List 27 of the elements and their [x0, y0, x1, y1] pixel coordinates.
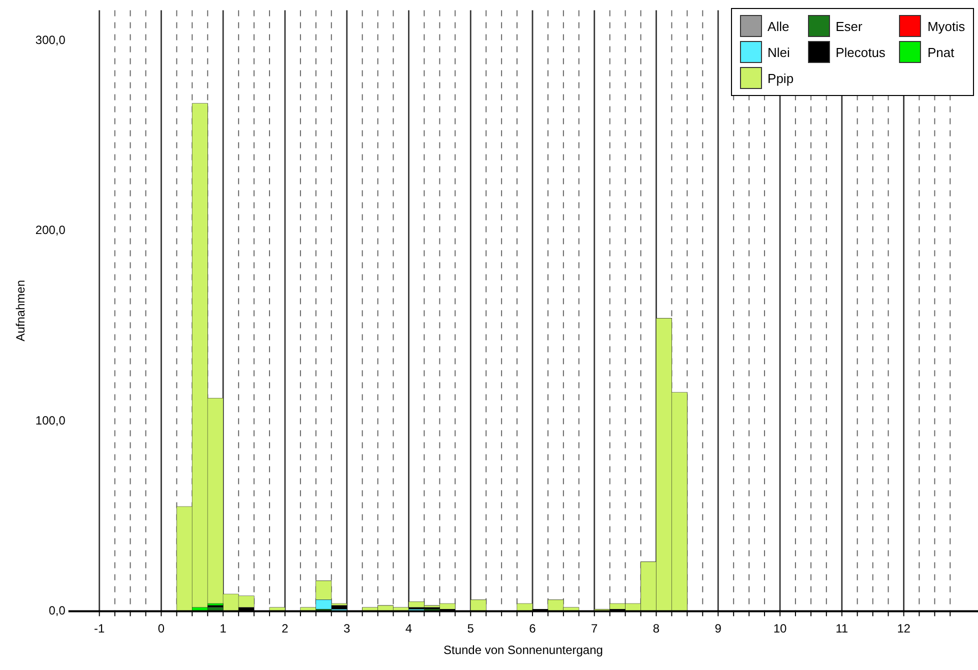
legend-label: Pnat: [927, 44, 954, 60]
x-axis-title: Stunde von Sonnenuntergang: [443, 643, 603, 658]
y-axis-title: Aufnahmen: [14, 280, 28, 342]
x-tick-label: 9: [714, 622, 722, 636]
x-tick-label: 10: [773, 622, 787, 636]
legend-label: Eser: [836, 18, 862, 34]
y-tick-label: 0,0: [48, 604, 66, 618]
x-tick-label: -1: [94, 622, 106, 636]
y-tick-label: 100,0: [35, 413, 66, 428]
x-tick-label: 8: [652, 622, 660, 636]
x-tick-label: 3: [344, 622, 351, 636]
x-tick-label: 2: [282, 622, 289, 636]
x-tick-label: 4: [405, 622, 412, 636]
legend-label: Ppip: [768, 70, 794, 86]
legend-label: Alle: [768, 18, 790, 34]
x-tick-label: 5: [467, 622, 474, 636]
x-tick-label: 1: [220, 622, 227, 636]
y-tick-label: 200,0: [35, 223, 66, 238]
legend-label: Nlei: [768, 44, 790, 60]
legend-label: Myotis: [927, 18, 965, 34]
x-tick-label: 7: [591, 622, 598, 636]
y-tick-label: 300,0: [35, 32, 66, 47]
x-tick-label: 12: [897, 622, 911, 636]
x-tick-label: 11: [836, 622, 848, 636]
legend-label: Plecotus: [836, 44, 886, 60]
x-tick-label: 0: [158, 622, 165, 636]
x-tick-label: 6: [529, 622, 536, 636]
